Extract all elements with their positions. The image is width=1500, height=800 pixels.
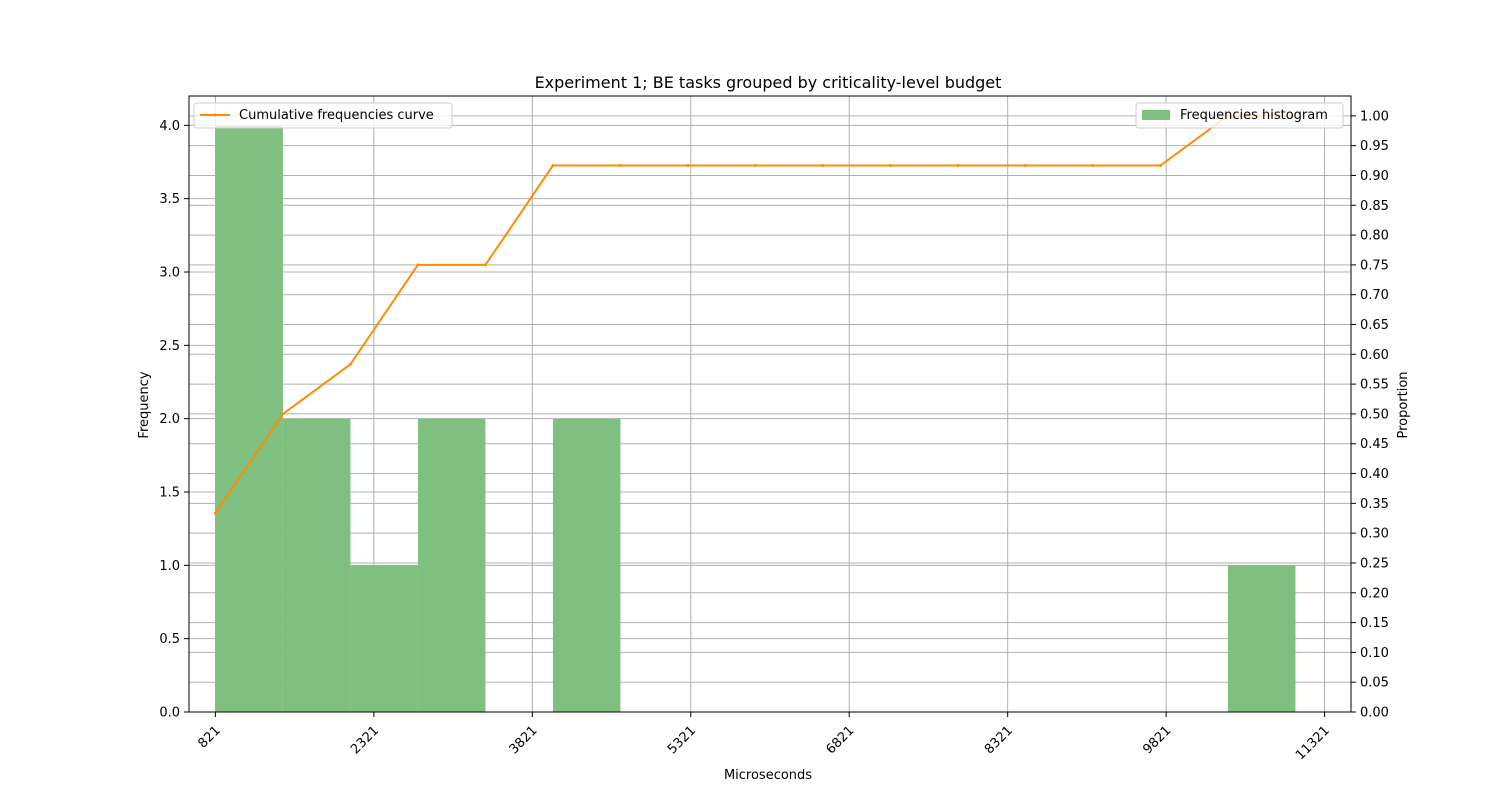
y2-tick-label: 0.40 [1360,467,1389,482]
histogram-bar [1227,565,1296,712]
y2-tick-label: 0.15 [1360,616,1389,631]
plot-frame [188,95,1352,713]
cumulative-point [618,164,622,168]
y-tick-label: 0.5 [159,632,180,647]
cumulative-point [1023,164,1027,168]
y2-tick-label: 0.50 [1360,407,1389,422]
legend-marker-swatch [213,113,217,117]
y2-tick-label: 0.35 [1360,497,1389,512]
x-axis-title: Microseconds [724,768,812,783]
y2-tick-label: 0.75 [1360,258,1389,273]
legend-cumulative: Cumulative frequencies curve [193,102,453,129]
y2-tick-label: 0.25 [1360,556,1389,571]
y2-tick-label: 0.45 [1360,437,1389,452]
cumulative-point [213,511,217,515]
cumulative-point [281,412,285,416]
histogram-bar [552,418,621,712]
y2-tick-label: 1.00 [1360,109,1389,124]
cumulative-point [888,164,892,168]
y-tick-label: 4.0 [159,119,180,134]
legend-box [1135,102,1344,129]
histogram-bar [215,125,283,713]
axes [184,95,1356,717]
y2-tick-label: 0.95 [1360,139,1389,154]
y-axis-title: Frequency [137,371,152,438]
legend-label: Frequencies histogram [1180,108,1328,123]
y-tick-label: 1.0 [159,559,180,574]
cumulative-point [1091,164,1095,168]
cumulative-point [348,362,352,366]
cumulative-point [956,164,960,168]
y2-tick-label: 0.10 [1360,646,1389,661]
histogram-bar [417,418,486,712]
cumulative-point [551,164,555,168]
y2-tick-label: 0.65 [1360,318,1389,333]
legend-bar-swatch [1142,110,1170,120]
chart-title: Experiment 1; BE tasks grouped by critic… [535,73,1002,92]
y2-tick-label: 0.70 [1360,288,1389,303]
cumulative-point [821,164,825,168]
y2-tick-label: 0.60 [1360,348,1389,363]
y-tick-label: 3.5 [159,192,180,207]
y2-tick-label: 0.80 [1360,229,1389,244]
histogram-bar [282,418,351,712]
y-tick-label: 0.0 [159,706,180,721]
cumulative-point [416,263,420,267]
y2-tick-label: 0.30 [1360,527,1389,542]
y-tick-label: 2.0 [159,412,180,427]
y2-axis-title: Proportion [1396,371,1411,438]
cumulative-point [483,263,487,267]
cumulative-point [753,164,757,168]
y2-tick-label: 0.85 [1360,199,1389,214]
y2-tick-label: 0.05 [1360,676,1389,691]
legend-histogram: Frequencies histogram [1135,102,1344,129]
y-tick-label: 3.0 [159,266,180,281]
histogram-bars [215,125,1296,713]
y2-tick-label: 0.90 [1360,169,1389,184]
y2-tick-label: 0.00 [1360,706,1389,721]
y2-tick-label: 0.20 [1360,586,1389,601]
cumulative-point [1158,164,1162,168]
legend-label: Cumulative frequencies curve [239,108,434,123]
legend-box [193,102,453,129]
y2-tick-label: 0.55 [1360,378,1389,393]
histogram-bar [350,565,418,712]
y-tick-label: 1.5 [159,486,180,501]
cumulative-point [686,164,690,168]
y-tick-label: 2.5 [159,339,180,354]
